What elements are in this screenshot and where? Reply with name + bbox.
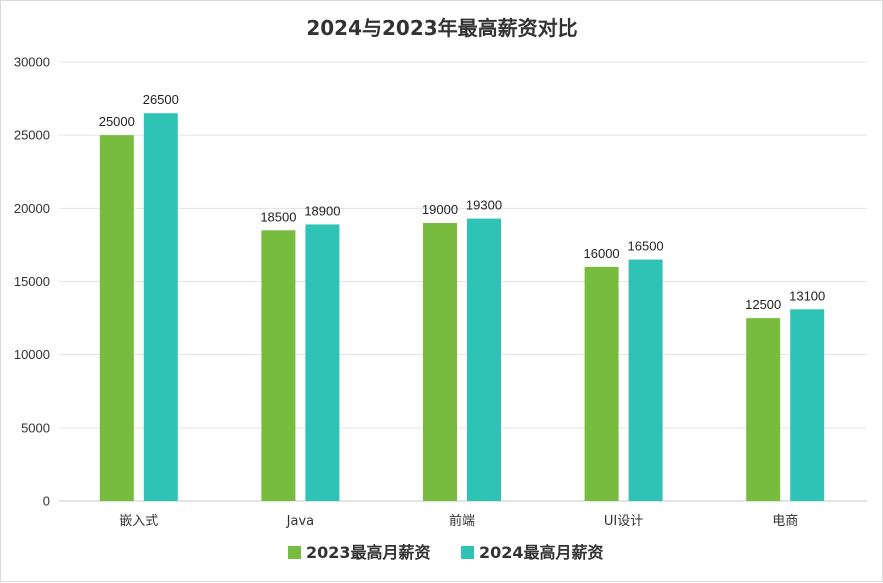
x-axis-categories: 嵌入式 Java 前端 UI设计 电商 bbox=[119, 513, 798, 529]
y-tick-label: 0 bbox=[43, 494, 50, 509]
data-labels: 25000 26500 18500 18900 19000 19300 16000 16500… bbox=[99, 92, 826, 312]
data-label: 13100 bbox=[789, 288, 825, 303]
x-category-label: Java bbox=[286, 514, 314, 529]
gridlines bbox=[59, 61, 867, 502]
x-category-label: UI设计 bbox=[604, 514, 643, 529]
bar-2024[interactable] bbox=[305, 224, 340, 501]
legend-item-2023[interactable]: 2023最高月薪资 bbox=[288, 543, 431, 562]
bars bbox=[99, 113, 825, 502]
data-label: 19300 bbox=[466, 198, 502, 213]
data-label: 18500 bbox=[260, 209, 296, 224]
bar-2024[interactable] bbox=[790, 309, 825, 501]
bar-2023[interactable] bbox=[746, 318, 781, 501]
bar-2024[interactable] bbox=[467, 218, 501, 501]
legend-swatch bbox=[288, 546, 301, 559]
x-category-label: 前端 bbox=[449, 513, 475, 529]
data-label: 19000 bbox=[422, 202, 458, 217]
y-tick-label: 15000 bbox=[14, 274, 50, 289]
y-axis-ticks: 0 5000 10000 15000 20000 25000 30000 bbox=[14, 55, 50, 509]
bar-2024[interactable] bbox=[628, 259, 663, 501]
data-label: 18900 bbox=[304, 203, 340, 218]
legend-item-2024[interactable]: 2024最高月薪资 bbox=[461, 543, 604, 562]
y-tick-label: 25000 bbox=[14, 128, 50, 143]
data-label: 25000 bbox=[99, 114, 135, 129]
bar-2023[interactable] bbox=[584, 266, 619, 501]
data-label: 16000 bbox=[584, 246, 620, 261]
x-category-label: 电商 bbox=[772, 514, 798, 529]
data-label: 12500 bbox=[745, 297, 781, 312]
legend-swatch bbox=[461, 546, 474, 559]
y-tick-label: 5000 bbox=[21, 420, 50, 435]
legend-label: 2023最高月薪资 bbox=[306, 543, 431, 562]
bar-2024[interactable] bbox=[143, 113, 178, 501]
data-label: 16500 bbox=[628, 239, 664, 254]
bar-2023[interactable] bbox=[261, 230, 296, 502]
chart-title: 2024与2023年最高薪资对比 bbox=[306, 16, 577, 40]
legend-label: 2024最高月薪资 bbox=[479, 543, 604, 562]
y-tick-label: 20000 bbox=[14, 201, 50, 216]
bar-2023[interactable] bbox=[99, 135, 134, 501]
y-tick-label: 10000 bbox=[14, 347, 50, 362]
legend[interactable]: 2023最高月薪资 2024最高月薪资 bbox=[288, 543, 604, 562]
x-category-label: 嵌入式 bbox=[119, 514, 158, 529]
data-label: 26500 bbox=[143, 92, 179, 107]
y-tick-label: 30000 bbox=[14, 55, 50, 70]
bar-2023[interactable] bbox=[423, 222, 457, 501]
